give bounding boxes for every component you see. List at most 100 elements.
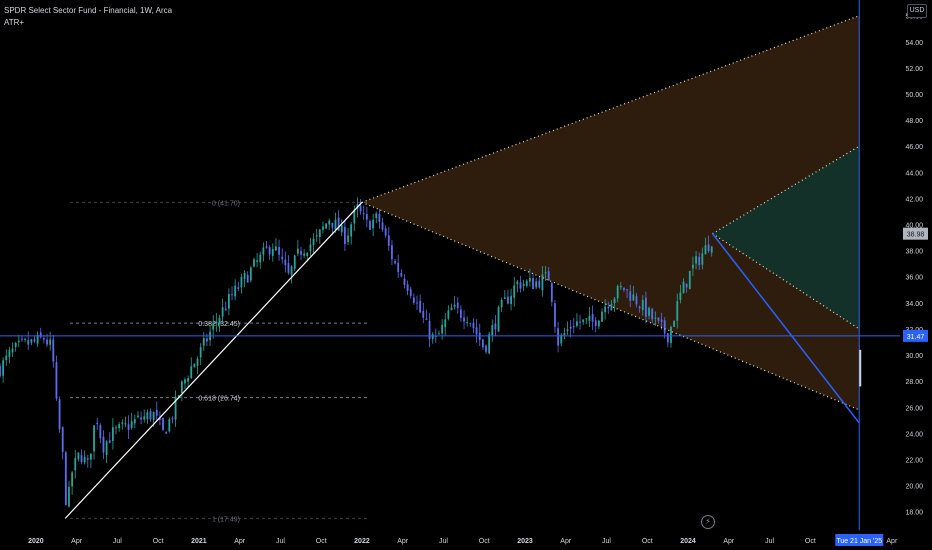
x-tick-label: Jul	[765, 538, 774, 545]
candle-body	[224, 308, 227, 311]
candle-body	[431, 334, 434, 339]
currency-button[interactable]: USD	[907, 4, 927, 18]
candle-body	[206, 338, 208, 342]
symbol-title[interactable]: SPDR Select Sector Fund - Financial, 1W,…	[4, 6, 173, 15]
candle-body	[259, 254, 262, 263]
y-tick-label: 46.00	[905, 144, 923, 151]
x-tick-label: Apr	[71, 538, 83, 545]
candle-body	[315, 235, 318, 237]
candle-body	[394, 260, 396, 264]
candle-body	[406, 284, 409, 291]
candle-body	[528, 277, 531, 282]
candle-body	[312, 238, 315, 246]
candle-body	[572, 326, 575, 328]
candle-body	[159, 418, 161, 420]
chart-legend: SPDR Select Sector Fund - Financial, 1W,…	[4, 5, 172, 29]
candle-body	[516, 281, 519, 285]
candle-body	[253, 259, 255, 267]
candle-body	[710, 246, 713, 253]
candle-body	[14, 342, 17, 347]
candle-body	[190, 366, 193, 379]
candle-body	[74, 458, 77, 471]
candle-body	[287, 263, 290, 273]
candle-body	[27, 339, 30, 345]
indicator-label[interactable]: ATR+	[4, 18, 25, 27]
candle-body	[485, 345, 487, 352]
candle-body	[149, 411, 152, 420]
candle-body	[215, 321, 218, 323]
candle-body	[303, 253, 306, 256]
x-tick-label: Jul	[113, 538, 122, 545]
x-tick-label: Jul	[439, 538, 448, 545]
candle-body	[522, 283, 525, 287]
last-price-label: 31.47	[907, 334, 925, 341]
y-tick-label: 30.00	[905, 353, 923, 360]
candle-body	[152, 412, 155, 420]
candle-body	[240, 276, 243, 288]
candle-body	[409, 289, 412, 296]
candle-body	[58, 399, 61, 430]
candle-body	[698, 256, 701, 266]
y-tick-label: 40.00	[905, 223, 923, 230]
candle-body	[651, 309, 654, 320]
candle-body	[234, 285, 237, 297]
candle-body	[11, 348, 14, 353]
hover-price-label: 38.98	[907, 232, 925, 239]
candle-body	[444, 319, 447, 328]
candle-body	[105, 441, 108, 455]
y-tick-label: 52.00	[905, 66, 923, 73]
y-tick-label: 20.00	[905, 484, 923, 491]
candle-body	[494, 323, 497, 330]
x-tick-label: Oct	[316, 538, 327, 545]
lightning-icon[interactable]: ⚡	[701, 515, 715, 529]
candle-body	[657, 317, 660, 321]
candle-body	[99, 425, 102, 439]
candle-body	[591, 313, 594, 322]
candle-body	[507, 296, 509, 304]
hover-price-badge	[903, 227, 928, 240]
candle-body	[378, 214, 381, 222]
candle-body	[115, 427, 117, 429]
candle-body	[52, 339, 55, 362]
projection-line	[711, 233, 860, 424]
candle-body	[673, 321, 676, 327]
candle-body	[325, 223, 327, 229]
candle-body	[491, 325, 494, 336]
candle-body	[660, 319, 663, 322]
candle-body	[196, 358, 199, 366]
y-tick-label: 54.00	[905, 40, 923, 47]
x-tick-label: Apr	[397, 538, 409, 545]
candle-body	[425, 318, 428, 320]
candle-body	[387, 235, 390, 246]
fib-level-label: 0 (41.70)	[212, 200, 240, 207]
candle-body	[692, 264, 694, 269]
candle-body	[227, 294, 230, 309]
candle-body	[645, 297, 647, 317]
candle-body	[472, 322, 475, 329]
y-tick-label: 22.00	[905, 458, 923, 465]
candle-body	[193, 363, 196, 368]
candle-body	[64, 452, 67, 505]
candle-body	[510, 295, 512, 305]
candle-body	[83, 456, 86, 463]
candle-body	[140, 417, 142, 420]
candle-body	[328, 220, 331, 225]
candle-body	[607, 306, 610, 309]
y-tick-label: 26.00	[905, 405, 923, 412]
green-zone-fill	[712, 146, 860, 329]
x-tick-label: 2024	[680, 538, 696, 545]
x-tick-label: Apr	[723, 538, 735, 545]
candle-body	[165, 431, 168, 434]
candle-body	[560, 334, 563, 344]
candle-body	[180, 381, 183, 393]
candle-body	[71, 472, 74, 487]
channel-upper-line	[361, 15, 860, 203]
candle-body	[256, 260, 259, 262]
candle-body	[290, 266, 293, 275]
candle-body	[49, 339, 52, 345]
candle-body	[513, 285, 516, 298]
candle-body	[519, 282, 522, 289]
candle-body	[86, 458, 89, 460]
candle-body	[293, 255, 296, 269]
